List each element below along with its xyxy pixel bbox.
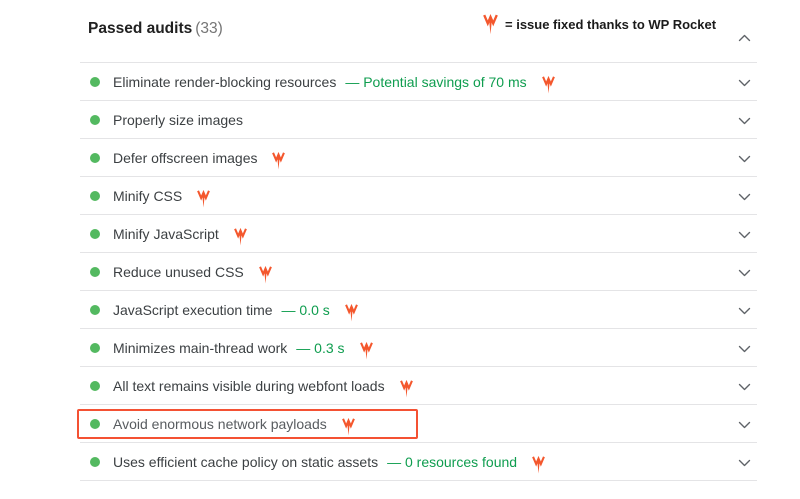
passed-audits-header: Passed audits (33) = issue fixed thanks t… (80, 0, 757, 62)
section-title: Passed audits (33) (88, 20, 223, 38)
audit-row[interactable]: JavaScript execution time — 0.0 s (80, 291, 757, 329)
pass-dot-icon (90, 228, 100, 239)
collapse-section-button[interactable] (737, 30, 751, 42)
chevron-down-icon[interactable] (738, 117, 751, 125)
audit-row[interactable]: Avoid enormous network payloads (77, 405, 757, 443)
pass-dot-icon (90, 380, 100, 391)
chevron-down-icon[interactable] (738, 231, 751, 239)
chevron-up-icon (738, 34, 750, 42)
wp-rocket-icon (532, 455, 545, 473)
pass-dot-icon (90, 114, 100, 125)
audit-savings: — 0 resources found (387, 453, 518, 470)
audit-savings: — 0.0 s (281, 301, 330, 318)
audit-title: Defer offscreen images (113, 149, 258, 166)
audit-title: JavaScript execution time (113, 301, 273, 318)
chevron-down-icon[interactable] (738, 155, 751, 163)
audit-row[interactable]: Minimizes main-thread work — 0.3 s (80, 329, 757, 367)
audit-title: Uses efficient cache policy on static as… (113, 453, 379, 470)
pass-dot-icon (90, 342, 100, 353)
pass-dot-icon (90, 456, 100, 467)
audit-title: Properly size images (113, 111, 243, 128)
wp-rocket-legend: = issue fixed thanks to WP Rocket (483, 14, 716, 35)
audit-row[interactable]: Properly size images (80, 101, 757, 139)
pass-dot-icon (90, 304, 100, 315)
chevron-down-icon[interactable] (738, 345, 751, 353)
pass-dot-icon (90, 266, 100, 277)
audit-savings: — 0.3 s (296, 339, 345, 356)
chevron-down-icon[interactable] (738, 421, 751, 429)
chevron-down-icon[interactable] (738, 307, 751, 315)
audit-row[interactable]: Reduce unused CSS (80, 253, 757, 291)
audit-row[interactable]: Minify CSS (80, 177, 757, 215)
chevron-down-icon[interactable] (738, 193, 751, 201)
wp-rocket-icon (399, 379, 413, 397)
legend-text: = issue fixed thanks to WP Rocket (505, 17, 717, 32)
chevron-down-icon[interactable] (738, 459, 751, 467)
passed-audits-panel: Passed audits (33) = issue fixed thanks t… (77, 0, 757, 481)
pass-dot-icon (90, 152, 100, 163)
wp-rocket-icon (233, 227, 247, 245)
wp-rocket-icon (344, 303, 358, 321)
chevron-down-icon[interactable] (738, 79, 751, 87)
audit-title: Minimizes main-thread work (113, 339, 288, 356)
pass-dot-icon (90, 418, 100, 429)
audit-title: Eliminate render-blocking resources (113, 73, 337, 90)
audit-title: Minify JavaScript (113, 225, 219, 242)
wp-rocket-icon (359, 341, 373, 359)
audit-savings: — Potential savings of 70 ms (345, 73, 527, 90)
chevron-down-icon[interactable] (738, 383, 751, 391)
audit-row[interactable]: All text remains visible during webfont … (80, 367, 757, 405)
audit-title: Reduce unused CSS (113, 263, 244, 280)
audit-row[interactable]: Minify JavaScript (80, 215, 757, 253)
wp-rocket-icon (272, 151, 286, 169)
audit-title: Minify CSS (113, 187, 183, 204)
audit-count: (33) (195, 20, 223, 37)
wp-rocket-icon (341, 417, 355, 435)
audit-row[interactable]: Uses efficient cache policy on static as… (80, 443, 757, 481)
pass-dot-icon (90, 190, 100, 201)
wp-rocket-icon (541, 75, 555, 93)
audit-row[interactable]: Defer offscreen images (80, 139, 757, 177)
section-title-text: Passed audits (88, 20, 193, 37)
audit-title: Avoid enormous network payloads (113, 415, 327, 432)
wp-rocket-icon (483, 14, 498, 35)
chevron-down-icon[interactable] (738, 269, 751, 277)
audit-row[interactable]: Eliminate render-blocking resources — Po… (80, 63, 757, 101)
audit-list: Eliminate render-blocking resources — Po… (77, 62, 757, 481)
pass-dot-icon (90, 76, 100, 87)
wp-rocket-icon (258, 265, 272, 283)
wp-rocket-icon (197, 189, 211, 207)
audit-title: All text remains visible during webfont … (113, 377, 385, 394)
